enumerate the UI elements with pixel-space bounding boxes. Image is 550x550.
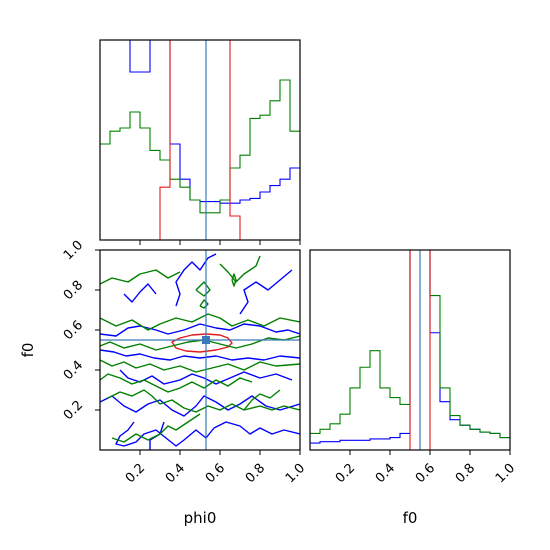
phi0-axis-label: phi0 [184, 509, 217, 527]
f0-histogram-panel: 0.2 0.4 0.6 0.8 1.0 f0 [309, 249, 518, 527]
x-tick-label: 0.2 [123, 461, 148, 486]
f0-y-ticks: 0.2 0.4 0.6 0.8 1.0 [61, 238, 100, 423]
x-tick-label: 0.8 [243, 461, 268, 486]
x-tick-label: 0.4 [373, 461, 398, 486]
phi0-histogram-ticks [139, 240, 301, 245]
y-tick-label: 0.2 [61, 398, 86, 423]
phi0-histogram-panel [99, 39, 301, 245]
contour-blue [115, 421, 300, 447]
f0-axis-label: f0 [19, 343, 37, 358]
x-tick-label: 1.0 [493, 461, 518, 486]
x-tick-label: 1.0 [283, 461, 308, 486]
phi0-histogram-frame [99, 39, 301, 241]
phi0-f0-contour-panel: 0.2 0.4 0.6 0.8 1.0 0.2 0.4 0.6 0.8 1.0 phi0 f0 [19, 238, 308, 527]
contour-blue [100, 323, 300, 337]
contour-green [231, 273, 237, 287]
phi0-x-ticks: 0.2 0.4 0.6 0.8 1.0 [123, 450, 308, 486]
contour-green [111, 413, 201, 443]
contour-blue [175, 253, 217, 307]
contour-blue [239, 269, 293, 315]
f0-histogram-series [310, 250, 510, 450]
contour-green [195, 281, 211, 297]
contour-blue [100, 349, 300, 361]
x-tick-label: 0.2 [333, 461, 358, 486]
contour-frame [99, 249, 301, 451]
contour-green [219, 255, 261, 283]
contour-blue [100, 395, 300, 417]
y-tick-label: 0.8 [61, 278, 86, 303]
contour-green [100, 335, 300, 351]
contour-blue [123, 283, 157, 303]
x-tick-label: 0.4 [163, 461, 188, 486]
truth-marker [202, 336, 210, 344]
contour-green [100, 373, 253, 393]
contour-green [100, 313, 300, 331]
contour-green [100, 359, 300, 373]
contour-lines [100, 253, 300, 450]
f0-axis-label-bottom: f0 [403, 509, 418, 527]
y-tick-label: 1.0 [61, 238, 86, 263]
phi0-histogram-series [100, 40, 300, 240]
contour-green [107, 389, 300, 413]
histogram-step-blue [129, 40, 300, 204]
f0-histogram-frame [309, 249, 511, 451]
x-tick-label: 0.6 [203, 461, 228, 486]
y-tick-label: 0.6 [61, 318, 86, 343]
f0-x-ticks: 0.2 0.4 0.6 0.8 1.0 [333, 450, 518, 486]
contour-green [100, 269, 181, 285]
contour-green [199, 299, 209, 309]
y-tick-label: 0.4 [61, 358, 86, 383]
contour-red [171, 333, 233, 353]
x-tick-label: 0.8 [453, 461, 478, 486]
x-tick-label: 0.6 [413, 461, 438, 486]
histogram-step-green [100, 79, 300, 214]
contour-green [243, 389, 281, 411]
